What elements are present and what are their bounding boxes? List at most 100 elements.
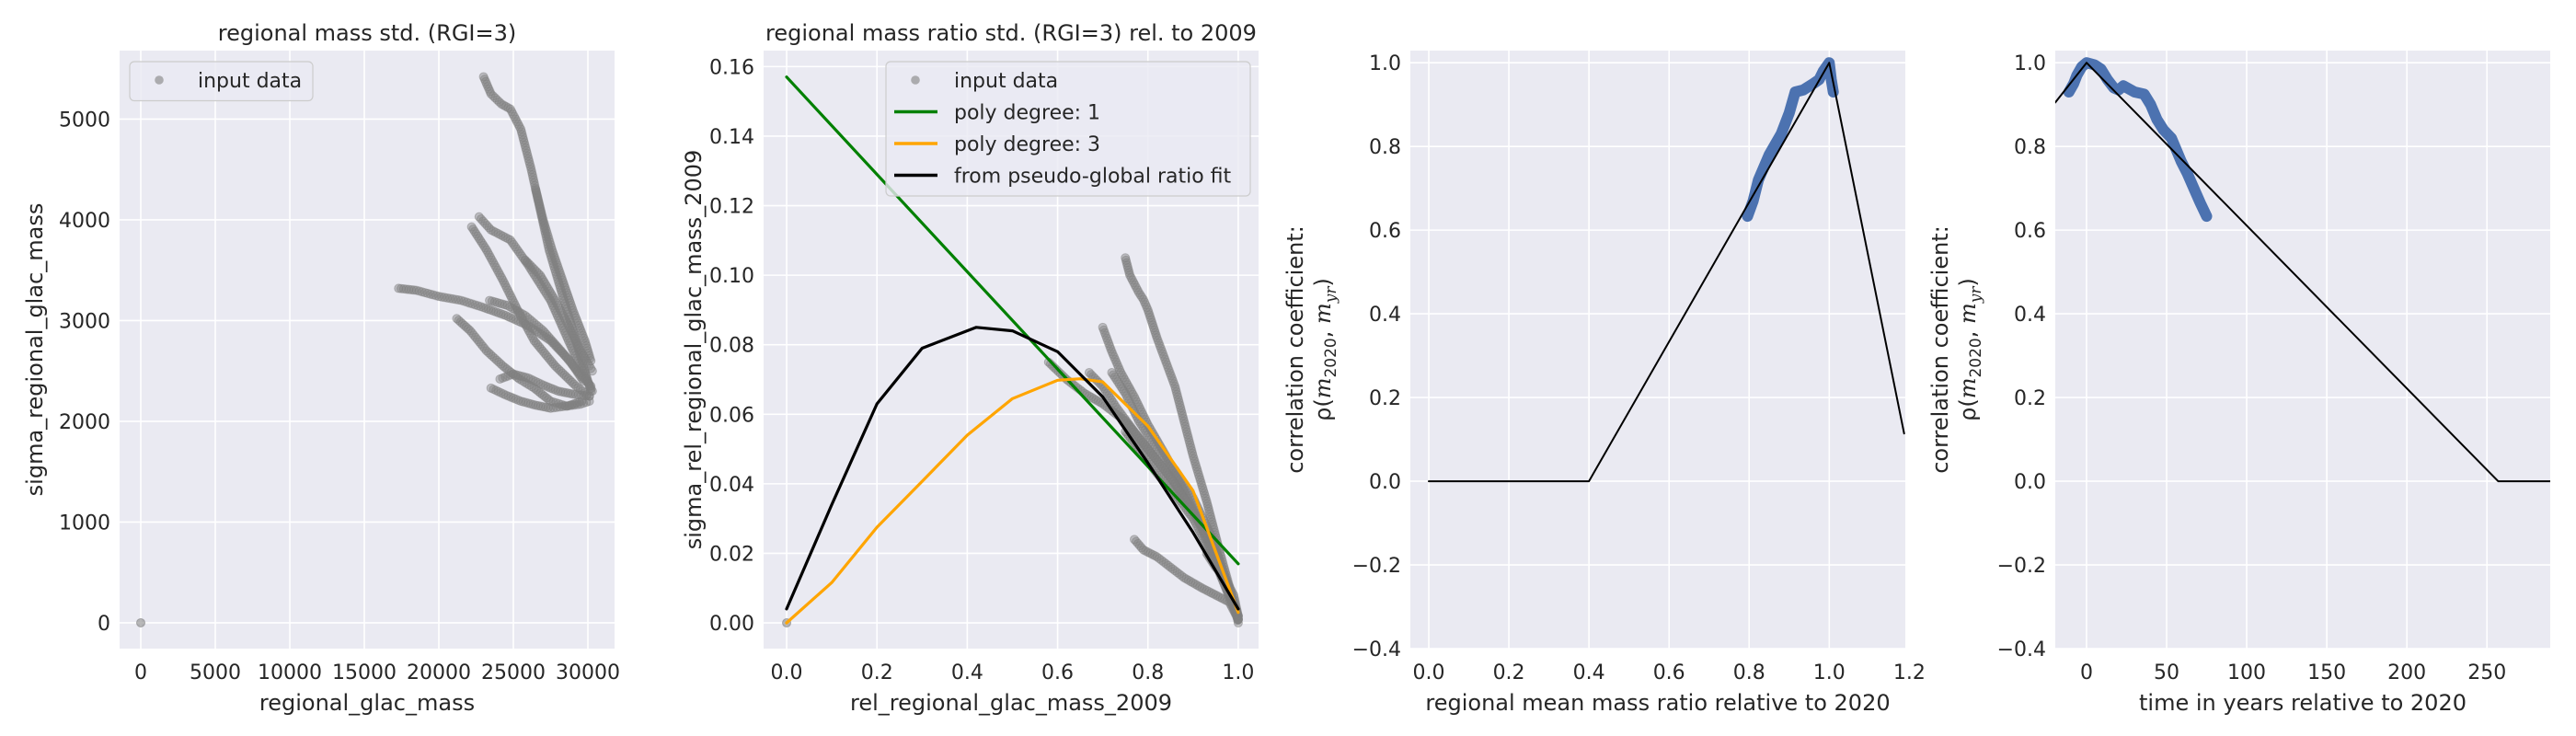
scatter-point bbox=[505, 291, 515, 301]
legend-label: input data bbox=[198, 70, 302, 93]
scatter-point bbox=[561, 316, 571, 326]
scatter-point bbox=[569, 330, 579, 340]
scatter-point bbox=[510, 111, 520, 121]
scatter-point bbox=[528, 375, 538, 385]
scatter-point bbox=[501, 282, 512, 293]
scatter-point bbox=[503, 285, 513, 295]
x-axis-label: time in years relative to 2020 bbox=[2139, 690, 2467, 716]
y-tick-label: 0.00 bbox=[709, 613, 754, 636]
legend-label: input data bbox=[954, 70, 1058, 93]
scatter-point bbox=[489, 260, 500, 270]
y-tick-label: −0.2 bbox=[1352, 555, 1401, 578]
scatter-point bbox=[562, 318, 572, 328]
scatter-point bbox=[486, 383, 496, 393]
x-axis-label: regional mean mass ratio relative to 202… bbox=[1425, 690, 1890, 716]
legend: input data poly degree: 1 poly degree: 3 fr… bbox=[885, 61, 1251, 197]
scatter-point bbox=[584, 397, 594, 407]
y-axis-label-line1: correlation coefficient: bbox=[1927, 225, 1953, 474]
panel-regional-mass-ratio-std: 0.0 0.2 0.4 0.6 0.8 1.0 0.00 0.02 0.04 0.06 0.08 0.… bbox=[681, 20, 1259, 716]
x-tick-label: 200 bbox=[2387, 661, 2426, 684]
scatter-point bbox=[559, 313, 569, 323]
y-tick-label: 0.6 bbox=[2014, 220, 2046, 243]
y-tick-label: 0.0 bbox=[1369, 471, 1401, 494]
y-tick-label: 0.4 bbox=[2014, 304, 2046, 327]
scatter-point bbox=[508, 109, 518, 119]
plot-area bbox=[2055, 51, 2550, 649]
y-axis-label-line2: ρ(m2020, myr) bbox=[1955, 278, 1985, 421]
line-series-correlation-model bbox=[2055, 62, 2550, 483]
y-tick-label: 5000 bbox=[59, 109, 110, 132]
scatter-point bbox=[1193, 523, 1203, 534]
scatter-point bbox=[1126, 272, 1136, 282]
scatter-point bbox=[531, 376, 541, 386]
scatter-point bbox=[523, 373, 534, 383]
y-tick-label: 0.14 bbox=[709, 126, 754, 149]
y-axis-label: correlation coefficient: ρ(m2020, myr) bbox=[1282, 225, 1340, 474]
y-tick-label: 0.04 bbox=[709, 474, 754, 497]
scatter-point bbox=[575, 346, 585, 356]
line-series-poly-degree-3 bbox=[785, 377, 1240, 625]
scatter-point bbox=[1122, 394, 1133, 404]
x-tick-label: 100 bbox=[2227, 661, 2266, 684]
tick-labels: 0.0 0.2 0.4 0.6 0.8 1.0 0.00 0.02 0.04 0.06 0.08 0.… bbox=[709, 56, 1254, 684]
scatter-point bbox=[508, 304, 518, 314]
y-tick-label: 0.2 bbox=[1369, 387, 1401, 410]
scatter-point bbox=[507, 293, 517, 303]
scatter-point bbox=[489, 385, 499, 395]
scatter-point bbox=[500, 281, 511, 291]
y-tick-label: 4000 bbox=[59, 210, 110, 233]
x-tick-label: 10000 bbox=[258, 661, 322, 684]
y-tick-label: 3000 bbox=[59, 310, 110, 333]
scatter-point bbox=[1133, 285, 1143, 295]
scatter-point bbox=[498, 275, 508, 285]
scatter-point bbox=[518, 309, 528, 319]
x-tick-label: 25000 bbox=[481, 661, 546, 684]
scatter-point bbox=[1121, 388, 1131, 398]
x-tick-label: 0.2 bbox=[1493, 661, 1525, 684]
x-tick-label: 30000 bbox=[556, 661, 620, 684]
scatter-point bbox=[512, 306, 523, 316]
scatter-point bbox=[483, 247, 493, 258]
y-tick-label: −0.2 bbox=[1997, 555, 2046, 578]
scatter-point bbox=[1233, 615, 1243, 625]
tick-labels: 0 50 100 150 200 250 −0.4 −0.2 0.0 0.2 0.4 0.6 0.8 1.… bbox=[1997, 52, 2507, 684]
scatter-point bbox=[567, 328, 577, 339]
gridlines bbox=[764, 51, 1259, 649]
scatter-series-input-data bbox=[136, 72, 597, 627]
chart-title: regional mass std. (RGI=3) bbox=[218, 20, 517, 46]
scatter-point bbox=[1200, 535, 1210, 546]
legend-label: poly degree: 1 bbox=[954, 102, 1100, 125]
scatter-point bbox=[489, 258, 499, 268]
panel-regional-mass-std: 0 5000 10000 15000 20000 25000 30000 0 1000 2000 3… bbox=[22, 20, 620, 716]
scatter-point bbox=[579, 351, 589, 361]
scatter-point bbox=[1201, 538, 1211, 548]
y-tick-label: 0.02 bbox=[709, 543, 754, 566]
scatter-point bbox=[507, 107, 517, 117]
scatter-point bbox=[1130, 280, 1140, 290]
data-marks bbox=[1428, 57, 1905, 483]
scatter-point bbox=[514, 121, 524, 132]
legend-box bbox=[129, 61, 314, 102]
x-tick-label: 0.8 bbox=[1733, 661, 1765, 684]
y-tick-label: 1000 bbox=[59, 512, 110, 535]
x-tick-label: 0.4 bbox=[1573, 661, 1605, 684]
scatter-trajectory bbox=[1121, 253, 1243, 628]
scatter-point bbox=[569, 333, 580, 343]
data-marks bbox=[782, 75, 1243, 628]
scatter-point bbox=[551, 298, 561, 308]
y-tick-label: 0 bbox=[98, 613, 110, 636]
plot-area bbox=[1410, 51, 1905, 649]
scatter-point bbox=[550, 295, 560, 305]
scatter-point bbox=[491, 385, 501, 396]
x-tick-label: 0.4 bbox=[951, 661, 983, 684]
legend-marker bbox=[155, 75, 164, 85]
scatter-point bbox=[1132, 282, 1142, 293]
scatter-point bbox=[505, 302, 515, 312]
scatter-point bbox=[1202, 541, 1213, 551]
scatter-trajectory bbox=[495, 369, 594, 401]
gridlines bbox=[1410, 51, 1905, 650]
y-tick-label: 0.8 bbox=[1369, 136, 1401, 159]
x-tick-label: 0.8 bbox=[1132, 661, 1164, 684]
y-tick-label: 2000 bbox=[59, 411, 110, 434]
